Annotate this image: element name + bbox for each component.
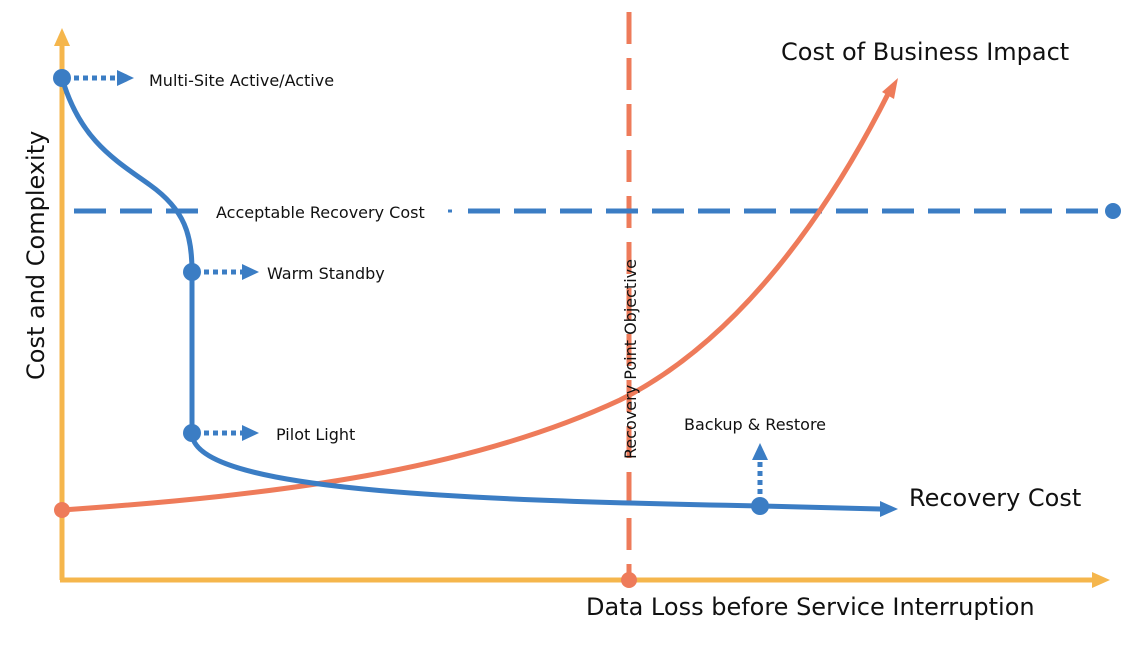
business-impact-label: Cost of Business Impact: [781, 38, 1069, 66]
pilot-light-label: Pilot Light: [276, 425, 355, 444]
warm-standby-label: Warm Standby: [267, 264, 385, 283]
warm-standby-dot: [183, 263, 201, 281]
x-axis-label: Data Loss before Service Interruption: [586, 593, 1035, 621]
recovery-cost-label: Recovery Cost: [909, 484, 1081, 512]
x-axis-arrow: [1092, 572, 1110, 588]
y-axis-arrow: [54, 28, 70, 46]
multi-site-label: Multi-Site Active/Active: [149, 71, 334, 90]
multi-site-dot: [53, 69, 71, 87]
recovery-cost-arrow: [880, 501, 898, 517]
rpo-label: Recovery Point Objective: [621, 259, 640, 459]
business-impact-start-dot: [54, 502, 70, 518]
multi-site-arrow-head: [117, 70, 134, 86]
backup-restore-dot: [751, 497, 769, 515]
acceptable-cost-end-dot: [1105, 203, 1121, 219]
business-impact-curve: [59, 87, 893, 513]
rpo-axis-dot: [621, 572, 637, 588]
business-impact-arrow: [882, 78, 898, 99]
pilot-light-dot: [183, 424, 201, 442]
acceptable-cost-label: Acceptable Recovery Cost: [216, 203, 425, 222]
pilot-light-arrow-head: [242, 425, 259, 441]
backup-restore-label: Backup & Restore: [684, 415, 826, 434]
backup-restore-arrow-head: [752, 443, 768, 460]
warm-standby-arrow-head: [242, 264, 259, 280]
y-axis-label: Cost and Complexity: [22, 131, 50, 380]
